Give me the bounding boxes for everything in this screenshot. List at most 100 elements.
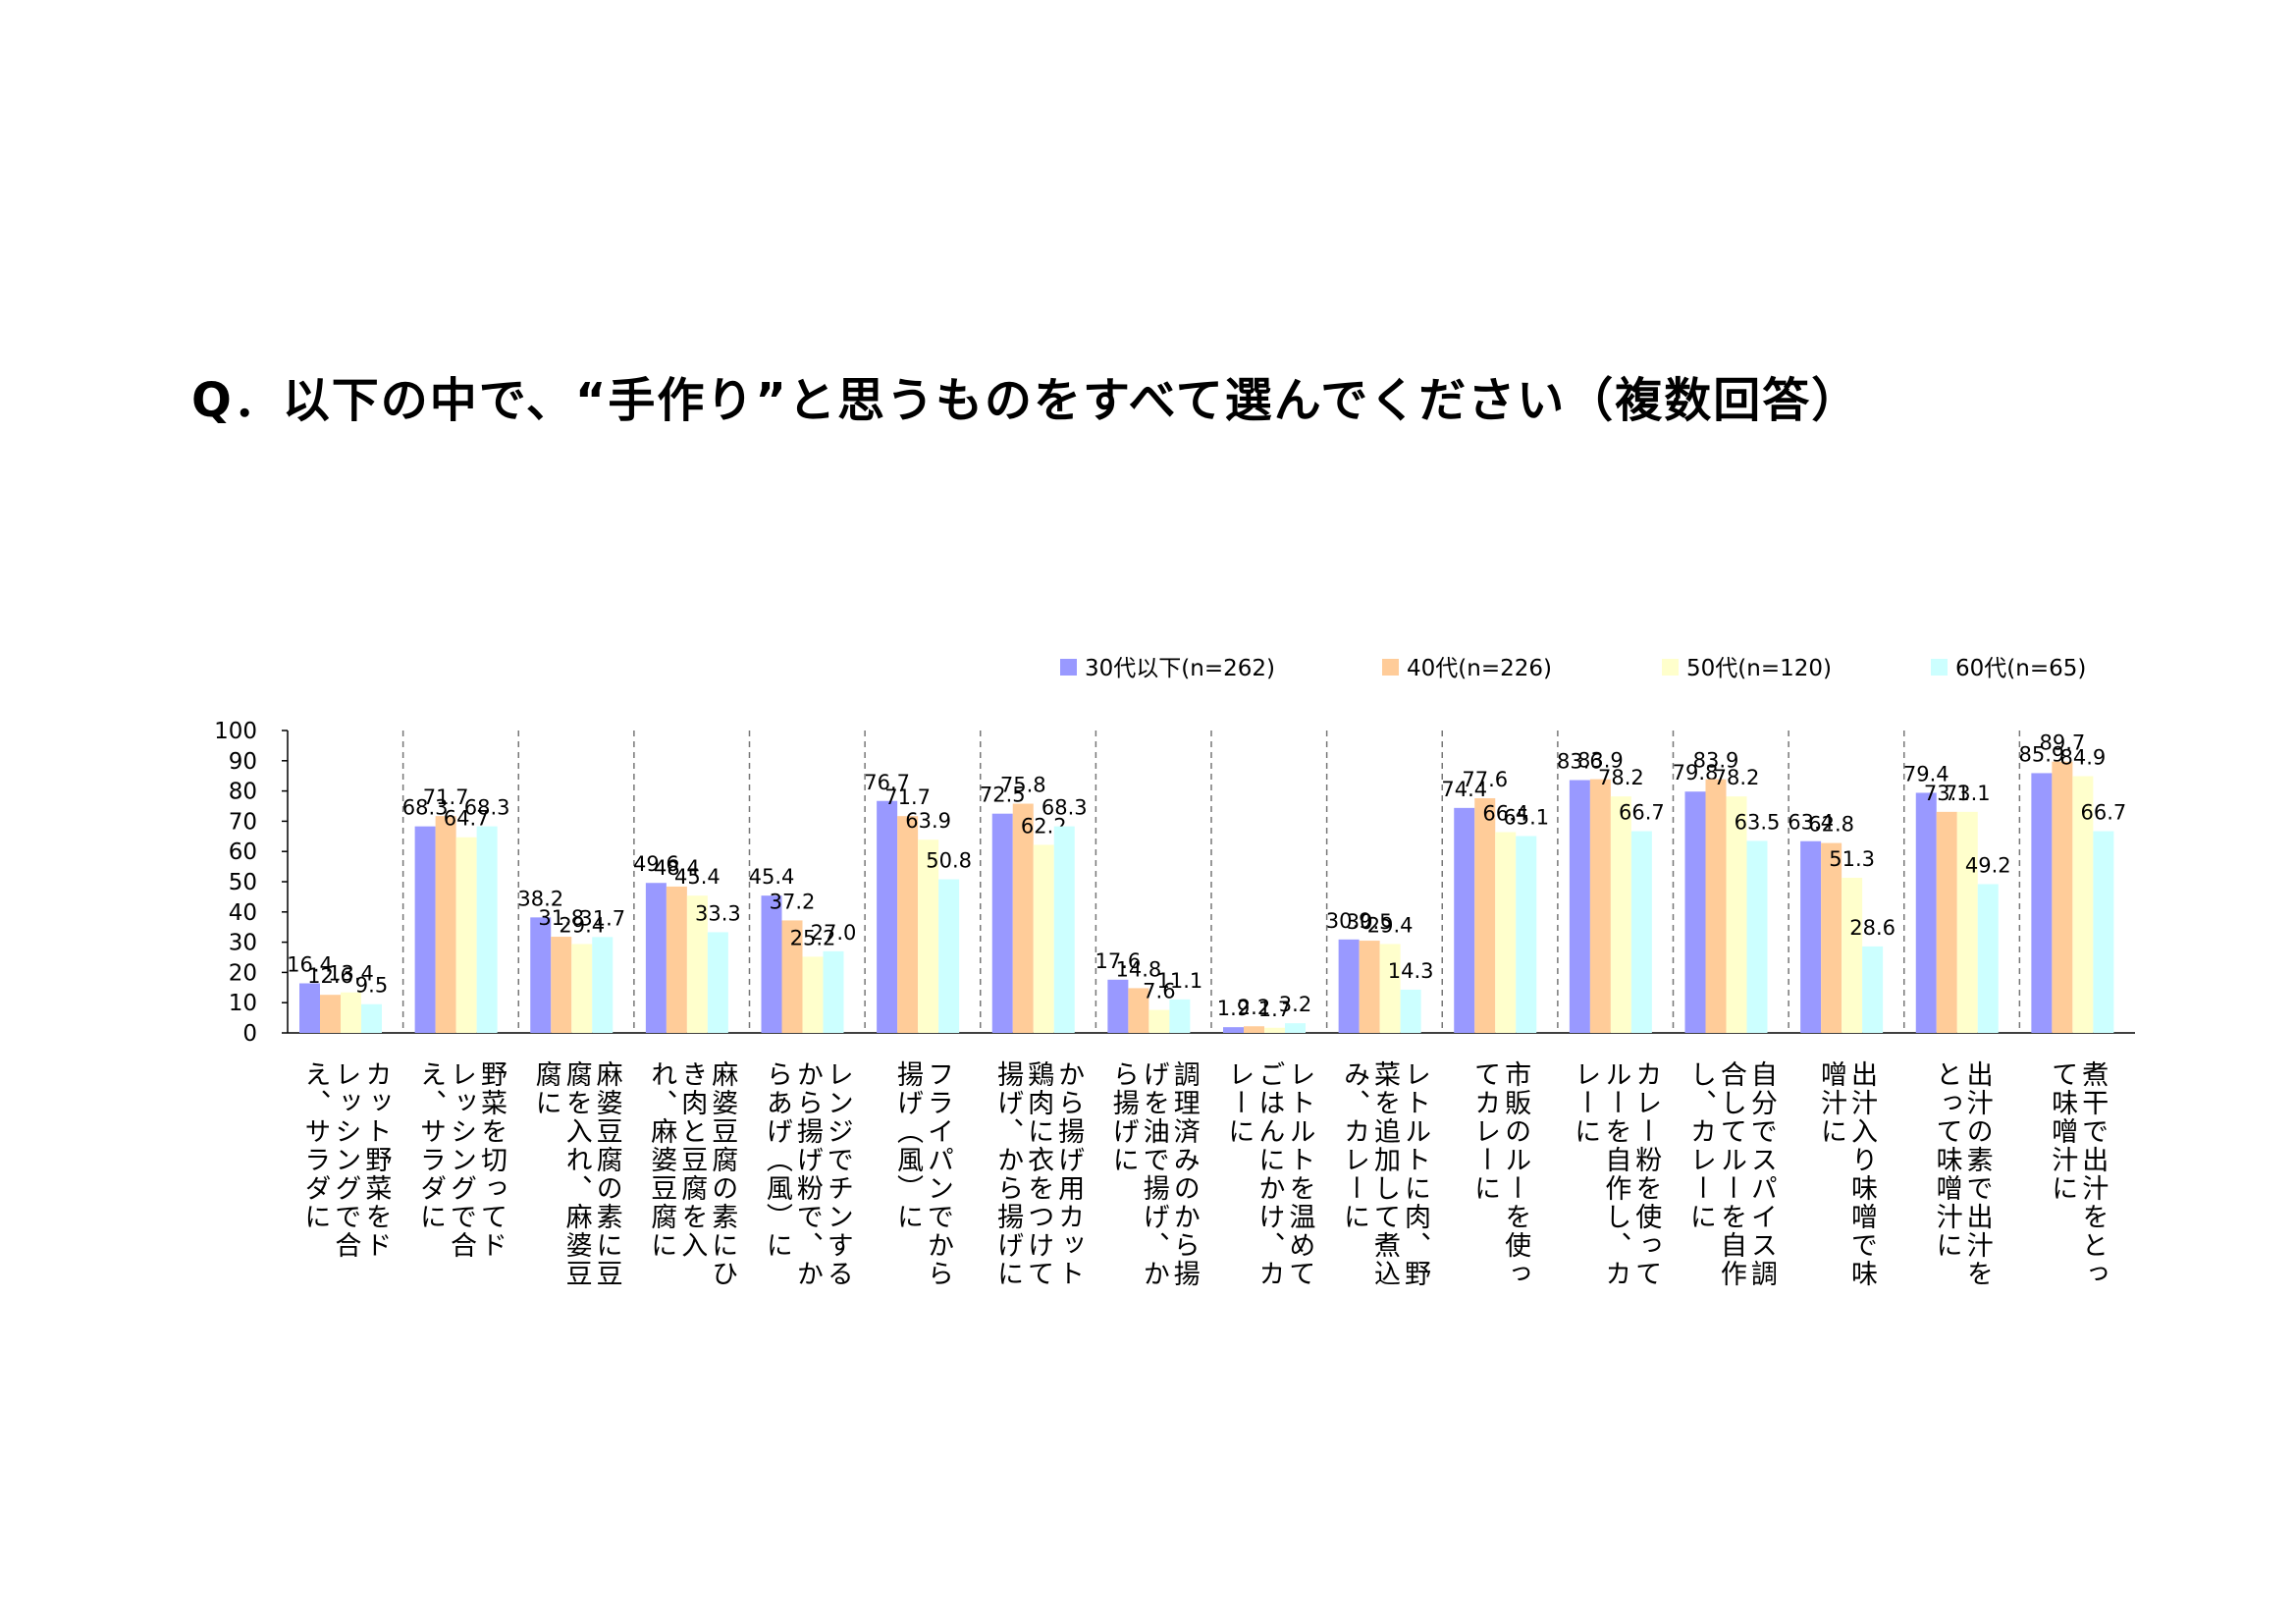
data-label: 17.6 bbox=[1095, 949, 1141, 973]
category-label: レンジでチンする bbox=[823, 1060, 853, 1288]
data-label: 30.9 bbox=[1326, 909, 1372, 933]
data-label: 14.3 bbox=[1388, 959, 1434, 983]
legend-label: 50代(n=120) bbox=[1686, 656, 1832, 681]
data-label: 68.3 bbox=[464, 796, 510, 820]
bar bbox=[1800, 840, 1822, 1033]
bar bbox=[1936, 811, 1957, 1033]
bar bbox=[1012, 803, 1034, 1033]
bar bbox=[781, 920, 803, 1033]
y-tick-label: 30 bbox=[229, 931, 257, 956]
category-label: し、カレーに bbox=[1685, 1060, 1716, 1231]
bar bbox=[1589, 779, 1611, 1033]
category-label: 麻婆豆腐の素にひ bbox=[707, 1060, 738, 1288]
data-label: 13.4 bbox=[328, 962, 374, 986]
data-label: 63.4 bbox=[1788, 811, 1834, 835]
bar bbox=[1454, 807, 1475, 1033]
data-label: 79.4 bbox=[1903, 762, 1949, 785]
category-label: フライパンでから bbox=[923, 1060, 953, 1288]
data-label: 75.8 bbox=[1000, 774, 1046, 797]
bar bbox=[686, 895, 708, 1033]
bar bbox=[530, 917, 552, 1033]
bar bbox=[1516, 836, 1537, 1033]
bar bbox=[341, 992, 361, 1033]
bar bbox=[1223, 1027, 1244, 1033]
data-label: 49.6 bbox=[633, 852, 679, 876]
bar bbox=[1400, 989, 1421, 1033]
bar bbox=[2072, 776, 2094, 1033]
data-label: 29.4 bbox=[559, 913, 605, 937]
data-label: 16.4 bbox=[287, 952, 333, 976]
legend-label: 60代(n=65) bbox=[1955, 656, 2086, 681]
data-label: 72.5 bbox=[980, 784, 1026, 807]
category-label: げを油で揚げ、か bbox=[1139, 1060, 1170, 1288]
y-tick-label: 80 bbox=[229, 780, 257, 805]
bar bbox=[455, 837, 477, 1033]
bar bbox=[299, 983, 320, 1033]
data-label: 25.2 bbox=[790, 926, 836, 949]
bar bbox=[1285, 1023, 1306, 1033]
data-label: 2.2 bbox=[1238, 996, 1270, 1019]
bar bbox=[877, 800, 898, 1033]
category-label: 出汁の素で出汁を bbox=[1962, 1060, 1993, 1288]
bar bbox=[666, 886, 687, 1033]
category-label: レトルトに肉、野 bbox=[1400, 1060, 1430, 1288]
category-label: 菜を追加して煮込 bbox=[1369, 1060, 1401, 1288]
category-label: 噌汁に bbox=[1816, 1060, 1846, 1146]
bar bbox=[435, 816, 456, 1033]
category-label: 出汁入り味噌で味 bbox=[1846, 1060, 1877, 1288]
data-label: 71.7 bbox=[423, 785, 469, 809]
y-tick-label: 10 bbox=[229, 991, 257, 1016]
bar bbox=[938, 879, 960, 1033]
data-label: 84.9 bbox=[2059, 746, 2106, 770]
data-label: 77.6 bbox=[1462, 768, 1508, 791]
category-label: え、サラダに bbox=[415, 1060, 446, 1231]
data-label: 1.9 bbox=[1217, 997, 1250, 1020]
bar bbox=[1244, 1026, 1264, 1033]
category-label: ルーを自作し、カ bbox=[1600, 1060, 1631, 1288]
category-label: み、カレーに bbox=[1339, 1060, 1369, 1231]
bar bbox=[1684, 791, 1706, 1033]
bar bbox=[802, 956, 824, 1033]
data-label: 29.4 bbox=[1367, 913, 1414, 937]
bar bbox=[1474, 797, 1496, 1033]
bar bbox=[1495, 832, 1517, 1033]
data-label: 31.8 bbox=[538, 906, 584, 930]
y-tick-label: 70 bbox=[229, 809, 257, 835]
data-label: 12.6 bbox=[307, 964, 353, 988]
category-label: 鶏肉に衣をつけて bbox=[1023, 1060, 1054, 1288]
category-label: とって味噌汁に bbox=[1932, 1060, 1962, 1260]
y-tick-label: 0 bbox=[242, 1021, 257, 1047]
data-label: 51.3 bbox=[1829, 847, 1875, 871]
category-label: 自分でスパイス調 bbox=[1746, 1060, 1777, 1288]
bar bbox=[645, 883, 667, 1033]
bar bbox=[707, 932, 728, 1033]
bar bbox=[1630, 831, 1652, 1033]
bar bbox=[1726, 796, 1747, 1033]
data-label: 31.7 bbox=[579, 906, 625, 930]
bar bbox=[571, 944, 593, 1033]
bar bbox=[1169, 999, 1191, 1033]
category-label: レトルトを温めて bbox=[1284, 1060, 1314, 1288]
bar bbox=[991, 813, 1013, 1033]
category-label: き肉と豆腐を入 bbox=[676, 1060, 708, 1260]
data-label: 37.2 bbox=[770, 890, 816, 913]
legend-swatch bbox=[1931, 659, 1948, 676]
y-tick-label: 100 bbox=[214, 719, 257, 744]
data-label: 78.2 bbox=[1714, 766, 1760, 789]
bar bbox=[361, 1003, 382, 1033]
bar bbox=[897, 816, 919, 1033]
bar bbox=[1746, 840, 1768, 1033]
category-label: から揚げ用カット bbox=[1053, 1060, 1085, 1288]
bar bbox=[414, 826, 436, 1033]
bar bbox=[1128, 988, 1149, 1033]
legend-swatch bbox=[1382, 659, 1399, 676]
bar bbox=[476, 826, 498, 1033]
category-label: 腐を入れ、麻婆豆 bbox=[561, 1060, 593, 1288]
data-label: 11.1 bbox=[1156, 969, 1202, 993]
category-label: 麻婆豆腐の素に豆 bbox=[592, 1060, 623, 1288]
bar bbox=[2052, 761, 2073, 1033]
legend-label: 40代(n=226) bbox=[1407, 656, 1552, 681]
category-label: 合してルーを自作 bbox=[1716, 1060, 1747, 1288]
y-tick-label: 20 bbox=[229, 960, 257, 986]
bar bbox=[1705, 779, 1727, 1033]
